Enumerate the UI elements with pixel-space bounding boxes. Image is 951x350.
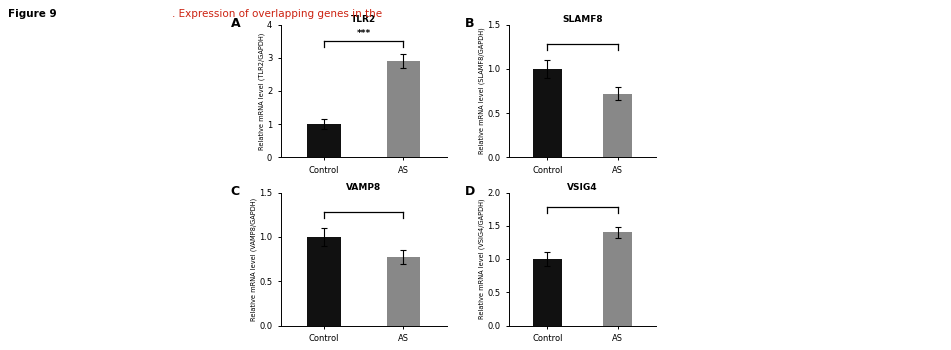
Text: B: B	[465, 16, 474, 29]
Bar	[307, 124, 340, 158]
Title: SLAMF8: SLAMF8	[562, 15, 603, 24]
Y-axis label: Relative mRNA level (VSIG4/GAPDH): Relative mRNA level (VSIG4/GAPDH)	[478, 199, 485, 319]
Text: . Expression of overlapping genes in the: . Expression of overlapping genes in the	[172, 9, 385, 19]
Text: D: D	[465, 184, 475, 197]
Title: TLR2: TLR2	[351, 15, 377, 24]
Text: A: A	[230, 16, 241, 29]
Text: Figure 9: Figure 9	[8, 9, 56, 19]
Y-axis label: Relative mRNA level (SLAMF8/GAPDH): Relative mRNA level (SLAMF8/GAPDH)	[478, 28, 485, 154]
Bar	[387, 61, 420, 158]
Bar	[533, 259, 562, 326]
Bar	[603, 232, 632, 326]
Bar	[307, 237, 340, 326]
Bar	[533, 69, 562, 158]
Bar	[603, 94, 632, 158]
Bar	[387, 257, 420, 326]
Y-axis label: Relative mRNA level (TLR2/GAPDH): Relative mRNA level (TLR2/GAPDH)	[259, 32, 264, 150]
Y-axis label: Relative mRNA level (VAMP8/GAPDH): Relative mRNA level (VAMP8/GAPDH)	[250, 197, 257, 321]
Title: VAMP8: VAMP8	[346, 183, 381, 192]
Text: ***: ***	[357, 29, 371, 38]
Title: VSIG4: VSIG4	[567, 183, 598, 192]
Text: C: C	[230, 184, 240, 197]
